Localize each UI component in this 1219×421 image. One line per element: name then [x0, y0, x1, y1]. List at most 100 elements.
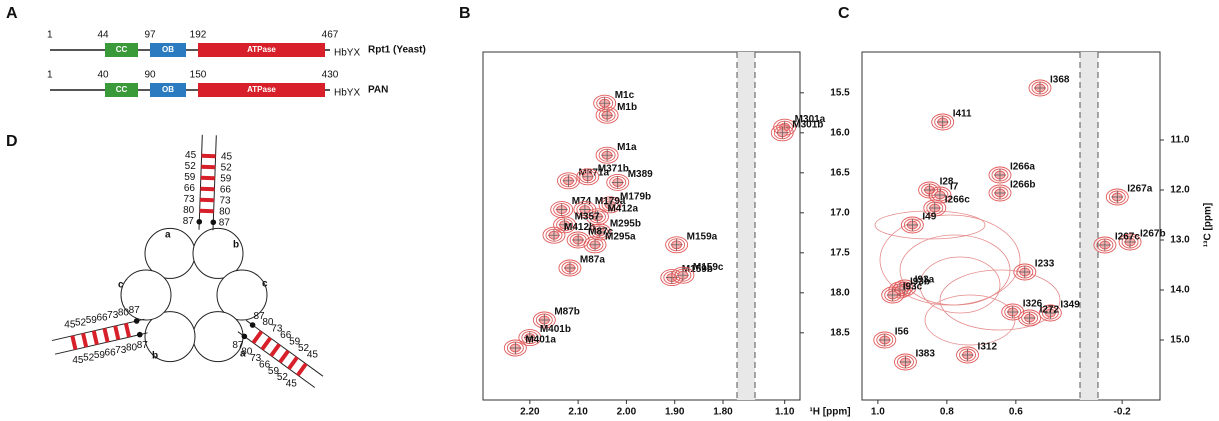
peak-cross	[509, 342, 522, 354]
peak	[595, 146, 619, 164]
peak	[881, 286, 905, 304]
residue-number: 192	[190, 30, 207, 41]
contour	[956, 346, 980, 364]
peak-cross	[923, 184, 936, 196]
peak-label: M412a	[607, 203, 638, 214]
contour	[1038, 304, 1062, 322]
strand	[198, 134, 203, 230]
peak-label: M295a	[605, 231, 636, 242]
peak-cross	[604, 198, 616, 211]
peak-label: I93c	[903, 282, 923, 293]
contour	[931, 113, 955, 131]
ladder-number: 52	[221, 162, 233, 173]
residue-number: 1	[47, 30, 53, 41]
peak-label: I349	[1060, 300, 1080, 311]
ladder-number: 80	[126, 342, 138, 353]
rung	[113, 325, 121, 341]
ladder-number: 52	[83, 352, 95, 363]
peak-label: M401b	[540, 324, 571, 335]
peak-label: M179a	[595, 196, 626, 207]
peak-cross	[589, 238, 602, 251]
peak	[1093, 236, 1117, 254]
domain	[150, 83, 186, 97]
panel-label: B	[459, 5, 471, 22]
peak	[770, 124, 794, 142]
ladder-number: 66	[280, 330, 292, 341]
axis-break	[737, 52, 755, 400]
contour	[583, 236, 607, 254]
site-label: a	[165, 230, 171, 241]
axis-break	[1080, 52, 1098, 400]
peak-cross	[578, 203, 591, 216]
y-tick-label: 18.0	[830, 287, 850, 298]
subunit-circle	[192, 311, 244, 363]
peak-cross	[601, 109, 614, 122]
site-label: c	[118, 280, 124, 291]
peak-label: M1b	[617, 102, 637, 113]
construct-name: Rpt1 (Yeast)	[368, 45, 426, 56]
x-tick-label: 2.00	[617, 407, 637, 418]
ladder-number: 87	[129, 305, 141, 316]
peak-label: I266b	[1010, 180, 1036, 191]
panel-label: A	[6, 5, 18, 22]
peak-cross	[593, 226, 606, 238]
ladder-number: 73	[183, 194, 195, 205]
contour	[532, 311, 556, 329]
ladder-number: 87	[137, 340, 149, 351]
peak-cross	[936, 116, 949, 128]
peak	[557, 172, 580, 190]
peak	[1118, 233, 1142, 251]
peak	[956, 346, 980, 364]
ladder-number: 59	[184, 172, 196, 183]
y-tick-label: 11.0	[1171, 135, 1190, 146]
plot-frame	[482, 51, 801, 401]
ladder-number: 52	[185, 161, 197, 172]
peak-cross	[1111, 191, 1124, 203]
rung	[287, 356, 299, 370]
contour	[893, 279, 917, 297]
peak-label: I267c	[1115, 232, 1140, 243]
contour	[576, 168, 600, 186]
peak-label: I411	[953, 109, 972, 120]
peak	[1013, 263, 1037, 281]
peak-cross	[886, 289, 899, 301]
peak-cross	[893, 284, 906, 296]
contour	[1013, 263, 1037, 281]
residue-number: 40	[97, 70, 109, 81]
anchor-dot	[210, 219, 217, 226]
peak-label: M87b	[554, 307, 580, 318]
peak-cross	[538, 314, 551, 326]
peak-cross	[1044, 307, 1057, 319]
peak-label: I28	[940, 177, 954, 188]
ladder-number: 66	[105, 347, 117, 358]
anchor-dot	[136, 331, 143, 338]
contour	[1093, 236, 1117, 254]
peak-cross	[1023, 312, 1036, 324]
ladder-number: 45	[72, 355, 84, 366]
peak-cross	[558, 218, 571, 231]
motif-label: HbYX	[334, 88, 360, 99]
peak	[671, 266, 695, 284]
peak-cross	[928, 202, 941, 214]
peak	[923, 199, 947, 217]
residue-number: 1	[47, 70, 53, 81]
peak-label: I266c	[945, 195, 970, 206]
site-label: c	[262, 279, 268, 290]
residue-number: 44	[97, 30, 109, 41]
peak-label: I267a	[1127, 184, 1152, 195]
peak-cross	[676, 269, 689, 282]
peak	[988, 184, 1012, 202]
x-tick-label: 1.10	[775, 407, 795, 418]
contour	[518, 329, 542, 347]
peak-label: M159b	[682, 264, 713, 275]
y-tick-label: 16.5	[830, 167, 850, 178]
peak-cross	[555, 203, 568, 216]
contour	[923, 199, 947, 217]
contour	[550, 201, 574, 219]
rung	[251, 330, 264, 345]
peak-label: M301a	[795, 114, 826, 125]
peak-cross	[563, 262, 576, 274]
peak-label: I272	[1040, 305, 1060, 316]
peak	[928, 186, 952, 204]
ladder-number: 59	[268, 366, 280, 377]
